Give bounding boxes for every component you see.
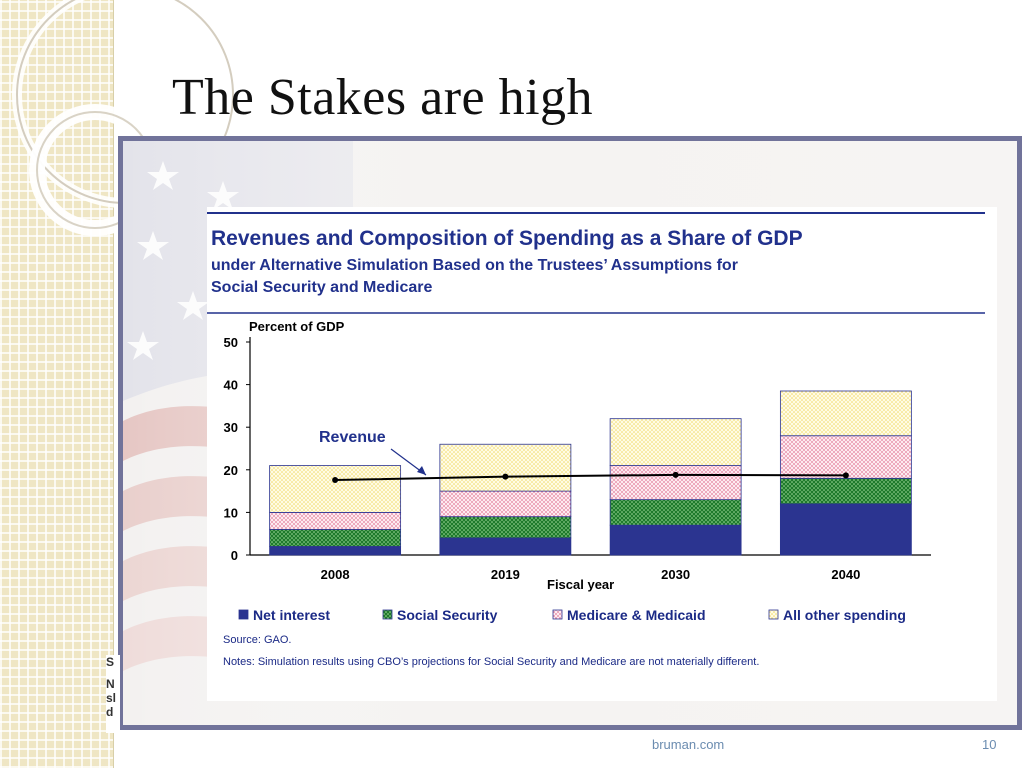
y-tick-label: 50 — [224, 335, 238, 350]
chart-frame: Revenues and Composition of Spending as … — [118, 136, 1022, 730]
bar-segment-net-interest — [779, 503, 912, 556]
revenue-label: Revenue — [319, 429, 386, 446]
bar-segment-social-security — [269, 529, 402, 547]
legend-item: All other spending — [768, 607, 906, 623]
legend-label: Medicare & Medicaid — [567, 607, 706, 623]
bar-segment-net-interest — [439, 537, 572, 556]
bar-segment-social-security — [439, 516, 572, 539]
revenue-point — [842, 472, 849, 479]
legend-item: Medicare & Medicaid — [552, 607, 706, 623]
decorative-side-strip — [0, 0, 114, 768]
x-tick-label: 2040 — [831, 567, 860, 582]
y-tick-label: 0 — [231, 548, 238, 563]
chart-title: Revenues and Composition of Spending as … — [211, 227, 803, 250]
x-tick-label: 2008 — [321, 567, 350, 582]
y-axis-label: Percent of GDP — [249, 319, 345, 334]
y-tick-label: 30 — [224, 420, 238, 435]
bar-segment-medicare-medicaid — [779, 435, 912, 479]
bar-segment-net-interest — [269, 546, 402, 556]
legend-label: All other spending — [783, 607, 906, 623]
chart-subtitle-line-2: Social Security and Medicare — [211, 279, 433, 296]
clipped-left-text: S N sl d — [106, 655, 120, 733]
legend-swatch — [768, 609, 779, 620]
revenue-line — [335, 473, 846, 482]
clipped-fragment: N — [106, 677, 115, 691]
bar-segment-medicare-medicaid — [609, 465, 742, 501]
bar-segment-all-other-spending — [779, 390, 912, 437]
revenue-pointer-arrowhead — [417, 466, 426, 475]
revenue-point — [672, 471, 679, 478]
bar-segment-medicare-medicaid — [269, 511, 402, 530]
page-number: 10 — [982, 737, 997, 752]
legend-swatch — [238, 609, 249, 620]
clipped-fragment: d — [106, 705, 114, 719]
legend-item: Net interest — [238, 607, 330, 623]
chart-legend: Net interest Social Security Medicare & Me… — [238, 607, 906, 623]
bar-segment-all-other-spending — [439, 443, 572, 492]
bar-segment-net-interest — [609, 524, 742, 556]
clipped-fragment: sl — [106, 691, 117, 705]
x-tick-label: 2019 — [491, 567, 520, 582]
legend-swatch — [552, 609, 563, 620]
slide-title: The Stakes are high — [172, 69, 594, 126]
chart-subtitle-line-1: under Alternative Simulation Based on th… — [211, 257, 738, 274]
chart-notes: Notes: Simulation results using CBO’s pr… — [223, 656, 759, 668]
bar-segment-all-other-spending — [269, 465, 402, 513]
revenue-point — [332, 477, 339, 484]
x-axis-label: Fiscal year — [547, 577, 614, 592]
chart-bars: 2008 2019 2030 2040 — [269, 390, 912, 582]
clipped-fragment: S — [106, 655, 115, 669]
legend-background — [217, 602, 925, 628]
bar-segment-all-other-spending — [609, 418, 742, 466]
y-tick-label: 20 — [224, 463, 238, 478]
revenue-point — [502, 473, 509, 480]
legend-label: Net interest — [253, 607, 330, 623]
legend-swatch — [382, 609, 393, 620]
bar-segment-social-security — [609, 499, 742, 526]
bar-segment-medicare-medicaid — [439, 490, 572, 518]
legend-item: Social Security — [382, 607, 498, 623]
chart-source: Source: GAO. — [223, 634, 291, 646]
footer-site: bruman.com — [652, 737, 725, 752]
y-tick-label: 10 — [224, 505, 238, 520]
y-tick-label: 40 — [224, 378, 238, 393]
bar-segment-social-security — [779, 477, 912, 505]
x-tick-label: 2030 — [661, 567, 690, 582]
revenue-line-group — [332, 471, 849, 484]
gdp-chart: Revenues and Composition of Spending as … — [207, 212, 985, 668]
legend-label: Social Security — [397, 607, 498, 623]
